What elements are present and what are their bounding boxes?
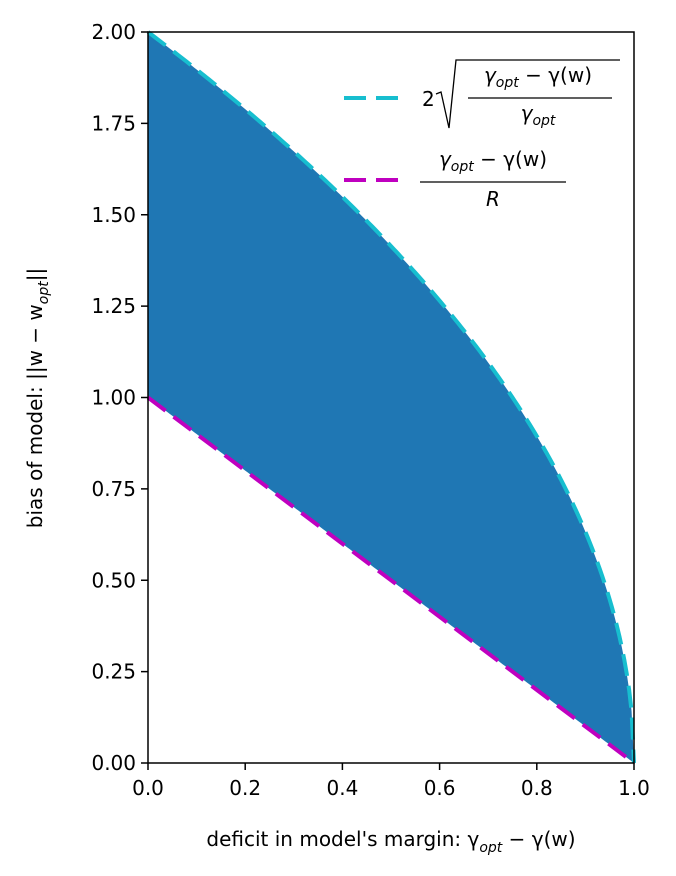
x-tick-label: 1.0 bbox=[618, 776, 650, 800]
legend-entry1-denominator: γopt bbox=[521, 101, 556, 129]
y-tick-label: 1.50 bbox=[91, 203, 136, 227]
legend-entry1-numerator: γopt − γ(w) bbox=[484, 63, 592, 91]
y-axis-label: bias of model: ||w − wopt|| bbox=[23, 268, 52, 528]
x-tick-label: 0.4 bbox=[326, 776, 358, 800]
x-tick-label: 0.8 bbox=[521, 776, 553, 800]
legend: 2 γopt − γ(w) γopt γopt − γ(w) R bbox=[344, 59, 620, 211]
y-tick-label: 2.00 bbox=[91, 20, 136, 44]
legend-entry2-numerator: γopt − γ(w) bbox=[439, 147, 547, 175]
fill-area bbox=[148, 32, 634, 763]
y-tick-label: 0.25 bbox=[91, 660, 136, 684]
y-axis-ticks: 0.00 0.25 0.50 0.75 1.00 1.25 1.50 1.75 2.00 bbox=[91, 20, 148, 775]
y-tick-label: 0.50 bbox=[91, 568, 136, 592]
x-tick-label: 0.0 bbox=[132, 776, 164, 800]
series-line-sqrt-bound bbox=[146, 30, 636, 764]
legend-coef: 2 bbox=[422, 87, 435, 111]
legend-entry2-denominator: R bbox=[486, 187, 500, 211]
x-axis-ticks: 0.0 0.2 0.4 0.6 0.8 1.0 bbox=[132, 763, 650, 800]
legend-sqrt-sign bbox=[435, 59, 620, 129]
y-tick-label: 1.75 bbox=[91, 111, 136, 135]
y-tick-label: 1.25 bbox=[91, 294, 136, 318]
y-tick-label: 1.00 bbox=[91, 386, 136, 410]
x-axis-label: deficit in model's margin: γopt − γ(w) bbox=[206, 827, 575, 856]
y-tick-label: 0.75 bbox=[91, 477, 136, 501]
series-line-linear-bound bbox=[146, 395, 636, 765]
x-tick-label: 0.6 bbox=[424, 776, 456, 800]
x-tick-label: 0.2 bbox=[229, 776, 261, 800]
y-tick-label: 0.00 bbox=[91, 751, 136, 775]
